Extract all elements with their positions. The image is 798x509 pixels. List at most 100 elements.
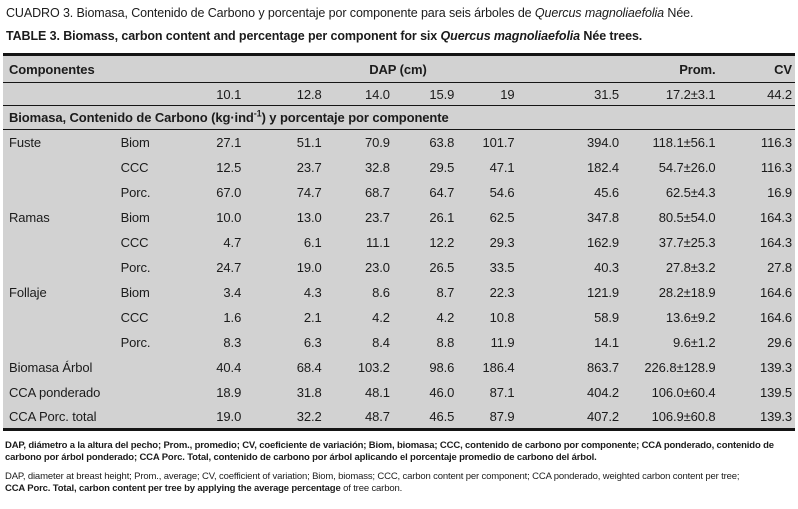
value-cell: 19.0 — [216, 408, 242, 424]
cv-cell: 164.3 — [759, 209, 792, 225]
prom-cell: 37.7±25.3 — [658, 234, 716, 250]
prom-cell: 106.9±60.8 — [651, 408, 716, 424]
biomass-carbon-table: Componentes DAP (cm) Prom. CV 10.1 12.8 … — [3, 53, 795, 431]
species-name-italic: Quercus magnoliaefolia — [534, 6, 665, 20]
dap-prom-cell: 17.2±3.1 — [622, 82, 719, 106]
caption-en-suffix: Née trees. — [580, 29, 643, 43]
value-cell: 10.8 — [489, 309, 515, 325]
value-cell: 13.0 — [296, 209, 322, 225]
value-cell: 12.2 — [429, 234, 455, 250]
component-cell — [3, 255, 116, 280]
value-cell: 45.6 — [594, 184, 620, 200]
dap-value-cell: 15.9 — [392, 82, 458, 106]
value-cell: 23.0 — [365, 259, 390, 275]
dap-values-row: 10.1 12.8 14.0 15.9 19 31.5 17.2±3.1 44.… — [3, 82, 795, 106]
value-cell: 1.6 — [223, 309, 242, 325]
species-name-italic: Quercus magnoliaefolia — [440, 29, 581, 43]
section-header-text-end: ) y porcentaje por componente — [261, 110, 449, 125]
value-cell: 12.5 — [216, 159, 242, 175]
table-row-fuste-ccc: CCC 12.5 23.7 32.8 29.5 47.1 182.4 54.7±… — [3, 155, 795, 180]
cv-cell: 29.6 — [767, 334, 792, 350]
value-cell: 58.9 — [594, 309, 620, 325]
value-cell: 103.2 — [357, 359, 390, 375]
dap-value-cell: 10.1 — [173, 82, 245, 106]
cv-cell: 164.3 — [759, 234, 792, 250]
cv-cell: 139.3 — [759, 408, 792, 424]
metric-cell: Porc. — [120, 184, 151, 200]
table-row-fuste-biom: Fuste Biom 27.1 51.1 70.9 63.8 101.7 394… — [3, 130, 795, 155]
value-cell: 10.0 — [216, 209, 242, 225]
value-cell: 8.7 — [436, 284, 455, 300]
dap-value-cell: 12.8 — [244, 82, 325, 106]
value-cell: 62.5 — [489, 209, 515, 225]
value-cell: 32.2 — [296, 408, 322, 424]
component-cell: Ramas — [9, 209, 50, 225]
value-cell: 54.6 — [489, 184, 515, 200]
caption-es-suffix: Née. — [664, 6, 694, 20]
footnote-en-line1: DAP, diameter at breast height; Prom., a… — [5, 471, 740, 482]
value-cell: 48.7 — [365, 408, 390, 424]
table-caption-english: TABLE 3. Biomass, carbon content and per… — [6, 29, 792, 44]
prom-cell: 54.7±26.0 — [658, 159, 716, 175]
prom-cell: 13.6±9.2 — [665, 309, 716, 325]
cv-cell: 164.6 — [759, 284, 792, 300]
value-cell: 6.3 — [303, 334, 322, 350]
metric-cell: Biom — [120, 134, 150, 150]
value-cell: 19.0 — [296, 259, 322, 275]
value-cell: 8.8 — [436, 334, 455, 350]
table-row-biomasa-arbol: Biomasa Árbol 40.4 68.4 103.2 98.6 186.4… — [3, 355, 795, 380]
value-cell: 3.4 — [223, 284, 242, 300]
value-cell: 394.0 — [587, 134, 620, 150]
dap-cv-cell: 44.2 — [718, 82, 795, 106]
value-cell: 31.8 — [296, 384, 322, 400]
cv-cell: 16.9 — [767, 184, 792, 200]
dap-value-cell: 31.5 — [517, 82, 623, 106]
table-row-cca-ponderado: CCA ponderado 18.9 31.8 48.1 46.0 87.1 4… — [3, 380, 795, 405]
cv-cell: 27.8 — [767, 259, 792, 275]
cv-cell: 164.6 — [759, 309, 792, 325]
footnote-spanish: DAP, diámetro a la altura del pecho; Pro… — [5, 440, 774, 463]
section-header-row: Biomasa, Contenido de Carbono (kg·ind-1)… — [3, 105, 795, 130]
metric-cell: Porc. — [120, 334, 151, 350]
value-cell: 63.8 — [429, 134, 455, 150]
value-cell: 404.2 — [587, 384, 620, 400]
table-row-follaje-biom: Follaje Biom 3.4 4.3 8.6 8.7 22.3 121.9 … — [3, 280, 795, 305]
value-cell: 4.7 — [223, 234, 242, 250]
value-cell: 40.4 — [216, 359, 242, 375]
value-cell: 26.5 — [429, 259, 455, 275]
value-cell: 11.9 — [490, 334, 515, 350]
value-cell: 11.1 — [365, 234, 390, 250]
component-cell — [3, 180, 116, 205]
value-cell: 46.5 — [429, 408, 455, 424]
table-row-cca-porc-total: CCA Porc. total 19.0 32.2 48.7 46.5 87.9… — [3, 405, 795, 430]
value-cell: 47.1 — [489, 159, 515, 175]
cv-cell: 139.3 — [759, 359, 792, 375]
superscript-exponent: -1 — [253, 108, 262, 119]
prom-cell: 9.6±1.2 — [672, 334, 716, 350]
metric-cell: CCC — [120, 159, 149, 175]
value-cell: 182.4 — [587, 159, 620, 175]
cv-cell: 116.3 — [760, 134, 792, 150]
table-row-ramas-ccc: CCC 4.7 6.1 11.1 12.2 29.3 162.9 37.7±25… — [3, 230, 795, 255]
metric-cell: Biom — [120, 284, 150, 300]
dap-value-cell: 19 — [457, 82, 518, 106]
caption-es-text: CUADRO 3. Biomasa, Contenido de Carbono … — [6, 6, 535, 20]
header-prom: Prom. — [622, 54, 719, 83]
component-cell: Fuste — [9, 134, 42, 150]
value-cell: 68.7 — [365, 184, 390, 200]
component-cell — [3, 155, 116, 180]
footnote-en-line2-bold: CCA Porc. Total, carbon content per tree… — [5, 483, 344, 494]
metric-cell: Porc. — [120, 259, 151, 275]
table-row-ramas-porc: Porc. 24.7 19.0 23.0 26.5 33.5 40.3 27.8… — [3, 255, 795, 280]
prom-cell: 106.0±60.4 — [651, 384, 716, 400]
value-cell: 8.4 — [372, 334, 390, 350]
value-cell: 87.9 — [489, 408, 515, 424]
value-cell: 24.7 — [216, 259, 242, 275]
caption-en-text: TABLE 3. Biomass, carbon content and per… — [6, 29, 441, 43]
table-row-ramas-biom: Ramas Biom 10.0 13.0 23.7 26.1 62.5 347.… — [3, 205, 795, 230]
value-cell: 67.0 — [216, 184, 242, 200]
component-cell — [3, 305, 116, 330]
value-cell: 33.5 — [489, 259, 515, 275]
value-cell: 64.7 — [429, 184, 455, 200]
